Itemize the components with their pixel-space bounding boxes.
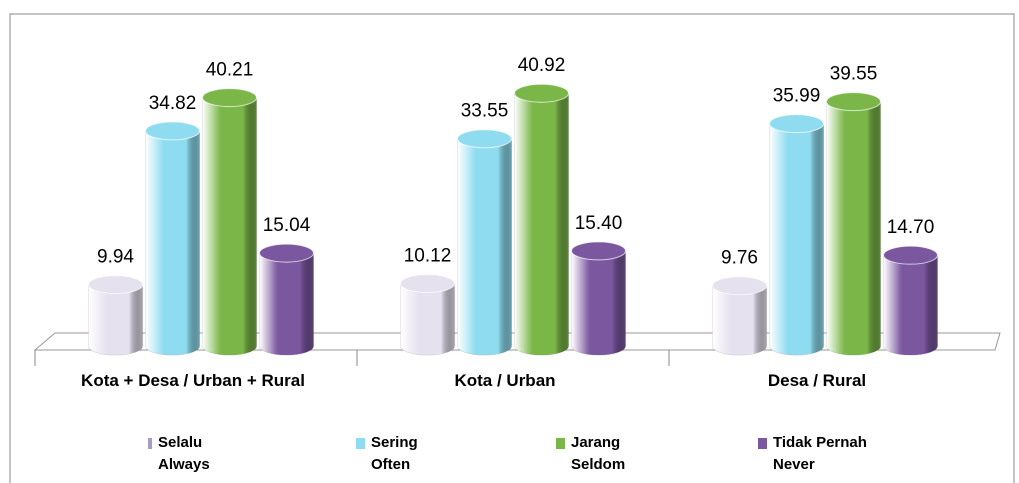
value-label: 39.55 (830, 64, 878, 85)
value-label: 15.40 (575, 213, 623, 234)
legend-item: Sering Often (356, 432, 418, 476)
value-label: 40.92 (518, 55, 566, 76)
bar-top (145, 121, 200, 141)
x-tick-label: Kota / Urban (454, 371, 555, 390)
bar-top (769, 114, 824, 134)
legend-swatch (758, 438, 767, 449)
legend-label: Tidak Pernah Never (773, 434, 867, 473)
value-label: 40.21 (206, 60, 254, 81)
bar-shade (400, 283, 455, 356)
bar-shade (883, 255, 938, 356)
value-label: 10.12 (404, 245, 452, 266)
bar-shade (145, 130, 200, 356)
legend-swatch (148, 438, 152, 449)
legend-item: Jarang Seldom (556, 432, 625, 476)
legend-swatch (556, 438, 565, 449)
bar-top (88, 275, 143, 295)
bar-top (571, 241, 626, 261)
bar-shade (457, 138, 512, 356)
bar-top (202, 88, 257, 108)
bar-top (514, 83, 569, 103)
bar-shade (769, 123, 824, 356)
bar-top (712, 276, 767, 296)
bar-top (457, 129, 512, 149)
bar-shade (571, 250, 626, 356)
bar-shade (712, 285, 767, 356)
value-label: 9.94 (97, 247, 134, 268)
bar-top (259, 243, 314, 263)
bar-shade (259, 253, 314, 356)
value-label: 33.55 (461, 101, 509, 122)
bar-shade (202, 97, 257, 356)
x-tick-label: Desa / Rural (768, 371, 866, 390)
value-label: 14.70 (887, 217, 935, 238)
bar-top (826, 92, 881, 112)
legend-label: Selalu Always (158, 434, 210, 473)
legend-swatch (356, 438, 365, 449)
value-label: 15.04 (263, 215, 311, 236)
bar-shade (88, 284, 143, 355)
value-label: 35.99 (773, 86, 821, 107)
legend-label: Jarang Seldom (571, 434, 626, 473)
chart-frame (9, 13, 1015, 483)
legend-item: Tidak Pernah Never (758, 432, 867, 476)
value-label: 9.76 (721, 248, 758, 269)
legend-item: Selalu Always (148, 432, 210, 476)
x-tick-label: Kota + Desa / Urban + Rural (81, 371, 305, 390)
bar-top (883, 245, 938, 265)
bar-shade (514, 93, 569, 356)
legend-label: Sering Often (371, 434, 418, 473)
value-label: 34.82 (149, 93, 197, 114)
bar-shade (826, 101, 881, 356)
bar-top (400, 273, 455, 293)
